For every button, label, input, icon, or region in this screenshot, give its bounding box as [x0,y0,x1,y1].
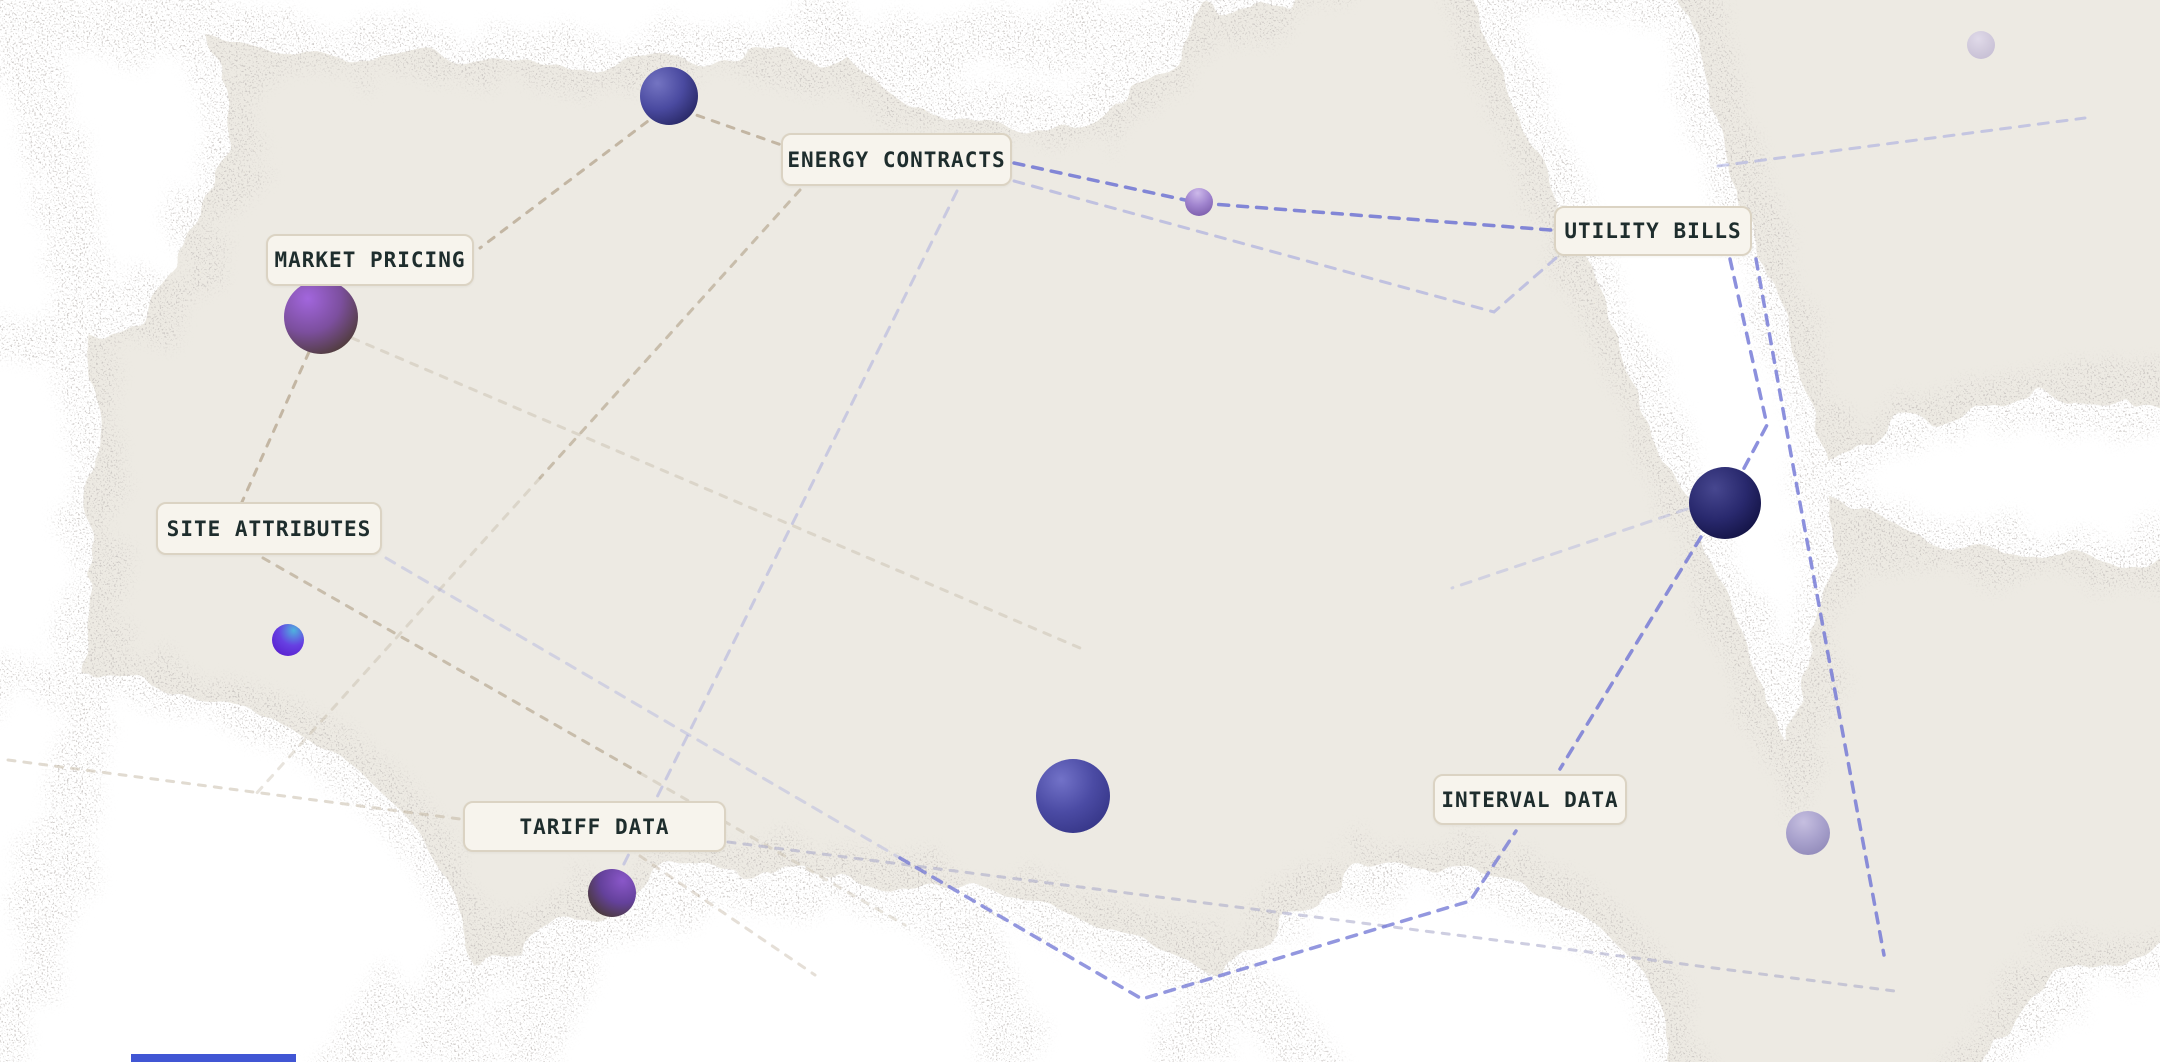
edge-energy-contracts-to-southwest [538,188,802,480]
node-pale-node[interactable] [1967,31,1995,59]
edge-tariff-data-to-east-edge [726,840,1904,994]
edge-utility-bills-to-northeast-fade [1716,116,2087,168]
node-small-violet-node[interactable] [1185,188,1213,216]
node-tariff-node[interactable] [588,869,636,917]
edge-site-attributes-to-southeast-fade [638,771,907,927]
edge-tariff-data-to-south-fade [638,854,817,977]
edge-energy-contracts-to-southwest-fade [253,476,542,797]
edge-contracts-node-to-energy-contracts [680,108,792,150]
node-lavender-node[interactable] [1786,811,1830,855]
edge-energy-contracts-to-tariff-node [615,189,959,880]
edge-pricing-node-to-site-attributes [240,350,311,504]
label-utility-bills[interactable]: UTILITY BILLS [1554,206,1752,256]
edge-pricing-node-to-center-fade [350,336,1082,650]
edge-utility-bills-to-navy-node [1728,257,1769,474]
edge-contracts-node-to-market-pricing [478,110,662,250]
label-site-attributes[interactable]: SITE ATTRIBUTES [156,502,382,555]
bottom-accent-bar [131,1054,296,1062]
edge-energy-contracts-to-utility-bills [1012,161,1553,232]
edge-navy-node-to-west-fade [1450,507,1689,590]
label-tariff-data[interactable]: TARIFF DATA [463,801,726,852]
edge-utility-bills-to-south-long [1754,257,1886,957]
edge-west-edge-to-tariff-data [6,758,462,821]
node-attributes-node[interactable] [272,624,304,656]
label-market-pricing[interactable]: MARKET PRICING [266,234,474,286]
node-navy-node[interactable] [1689,467,1761,539]
label-interval-data[interactable]: INTERVAL DATA [1433,774,1627,825]
label-energy-contracts[interactable]: ENERGY CONTRACTS [781,133,1012,186]
edge-site-attributes-to-southeast [261,556,642,775]
node-center-node[interactable] [1036,759,1110,833]
edge-energy-contracts-to-utility-bills-2 [1012,179,1558,314]
edge-navy-node-to-interval-data [1558,535,1703,771]
node-pricing-node[interactable] [284,280,358,354]
edge-valley-to-interval-data [898,829,1518,1001]
node-contracts-node[interactable] [640,67,698,125]
edge-site-attributes-to-valley-fade [384,556,902,860]
